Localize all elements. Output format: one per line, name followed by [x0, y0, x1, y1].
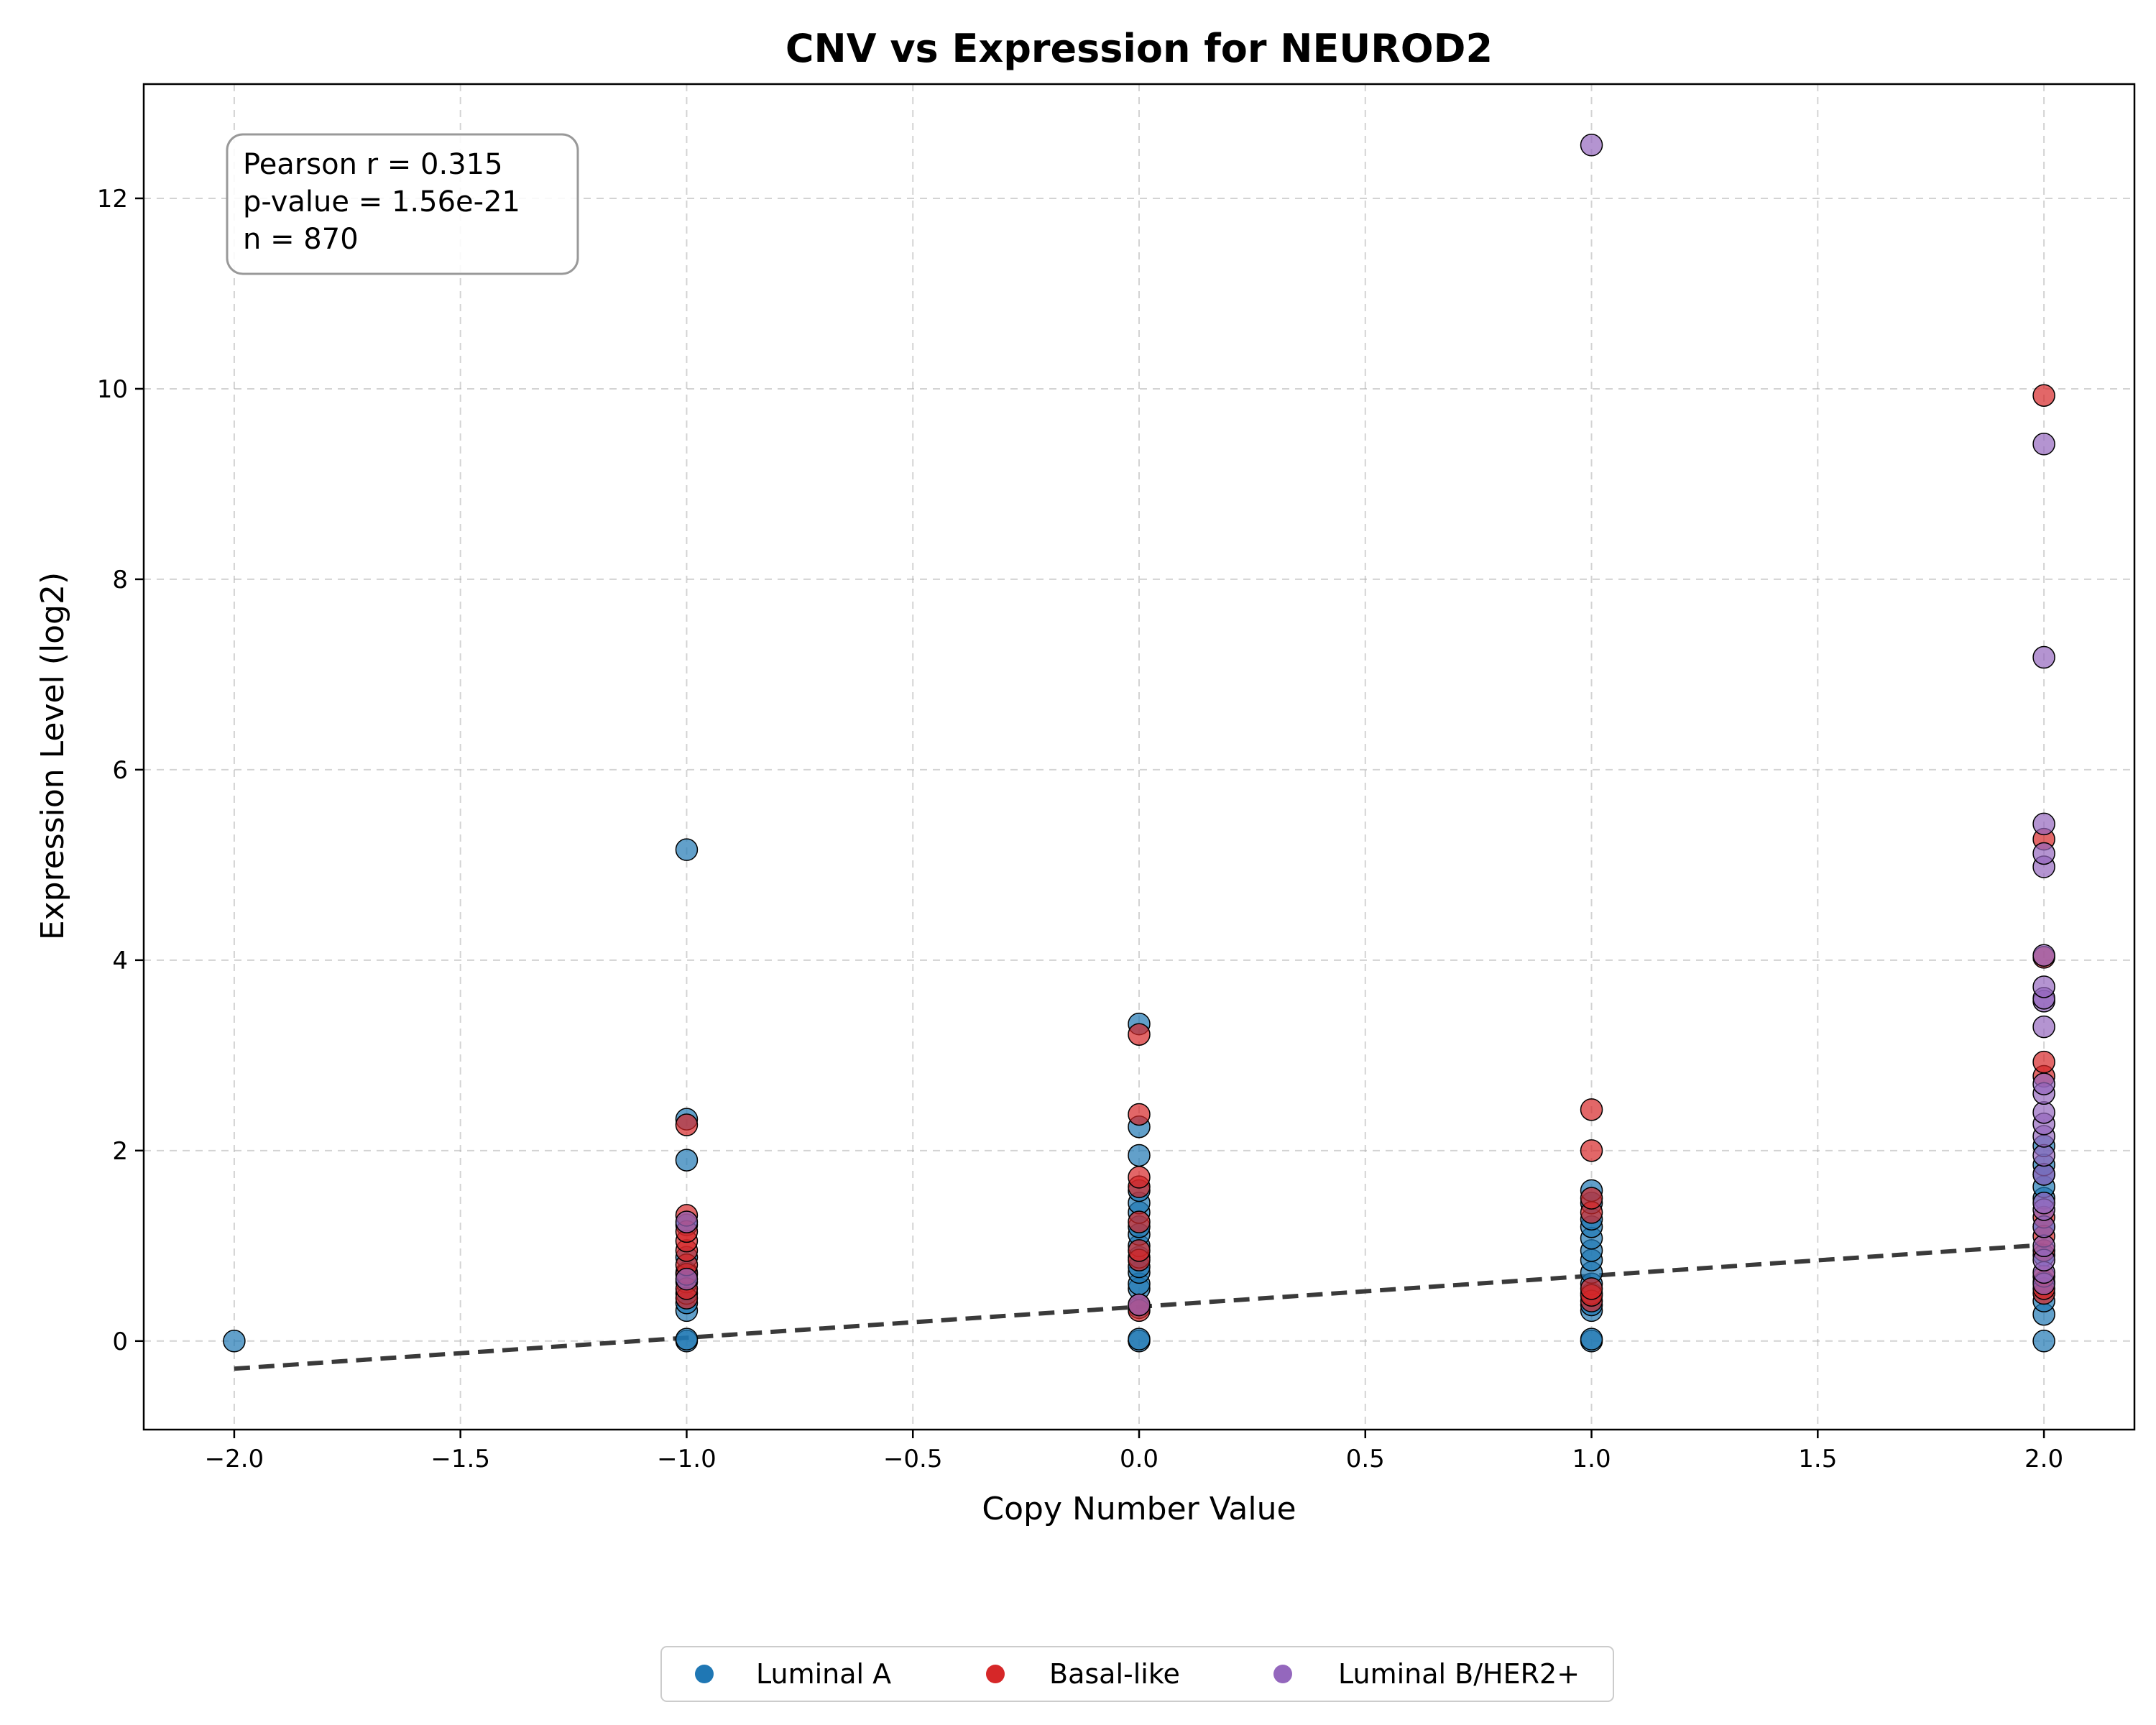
legend-label-basal-like: Basal-like	[1049, 1658, 1180, 1690]
point-luminal-b-her2-	[2032, 1101, 2055, 1124]
chart-title: CNV vs Expression for NEUROD2	[786, 26, 1493, 71]
x-tick-label: 0.5	[1346, 1445, 1385, 1473]
y-tick-label: 6	[112, 756, 128, 785]
y-tick-label: 2	[112, 1137, 128, 1166]
stats-box: Pearson r = 0.315 p-value = 1.56e-21 n =…	[226, 133, 579, 275]
point-luminal-a	[675, 1149, 699, 1172]
y-tick-label: 12	[97, 185, 128, 213]
legend-frame	[660, 1646, 1614, 1702]
point-luminal-a	[2032, 1330, 2055, 1353]
y-axis-ticks: 0 2 4 6 8 10 12	[97, 185, 144, 1356]
point-luminal-b-her2-	[2032, 433, 2055, 456]
x-tick-label: −0.5	[883, 1445, 943, 1473]
point-basal-like	[1580, 1277, 1603, 1300]
point-basal-like	[2032, 384, 2055, 407]
point-luminal-a	[1128, 1328, 1151, 1351]
point-luminal-b-her2-	[2032, 1015, 2055, 1039]
x-tick-label: 1.5	[1798, 1445, 1837, 1473]
x-tick-label: −2.0	[205, 1445, 264, 1473]
stats-box-frame	[226, 133, 579, 275]
point-luminal-b-her2-	[2032, 1163, 2055, 1186]
point-basal-like	[1128, 1103, 1151, 1126]
legend: Luminal A Basal-like Luminal B/HER2+	[660, 1646, 1614, 1702]
point-luminal-b-her2-	[2032, 842, 2055, 865]
y-tick-label: 4	[112, 947, 128, 975]
point-basal-like	[1580, 1098, 1603, 1121]
stats-pvalue: p-value = 1.56e-21	[243, 185, 520, 218]
point-luminal-b-her2-	[2032, 645, 2055, 669]
point-basal-like	[2032, 1050, 2055, 1074]
point-luminal-a	[223, 1330, 246, 1353]
point-basal-like	[1128, 1239, 1151, 1262]
x-axis-label: Copy Number Value	[982, 1491, 1296, 1527]
point-basal-like	[1580, 1139, 1603, 1162]
point-basal-like	[1128, 1023, 1151, 1046]
x-axis-ticks: −2.0 −1.5 −1.0 −0.5 0.0 0.5 1.0 1.5 2.0	[205, 1430, 2063, 1473]
point-luminal-b-her2-	[2032, 1072, 2055, 1095]
stats-pearson: Pearson r = 0.315	[243, 148, 503, 181]
stats-n: n = 870	[243, 223, 359, 256]
legend-marker-luminal-b-her2	[1273, 1665, 1292, 1683]
legend-marker-basal-like	[986, 1665, 1005, 1683]
x-tick-label: −1.5	[430, 1445, 490, 1473]
y-axis-label: Expression Level (log2)	[34, 572, 71, 940]
x-tick-label: 1.0	[1572, 1445, 1611, 1473]
point-luminal-b-her2-	[2032, 975, 2055, 998]
y-tick-label: 0	[112, 1328, 128, 1356]
point-basal-like	[1128, 1210, 1151, 1233]
point-luminal-b-her2-	[2032, 1234, 2055, 1258]
point-luminal-a	[675, 1328, 699, 1351]
y-tick-label: 10	[97, 375, 128, 404]
x-tick-label: 2.0	[2024, 1445, 2063, 1473]
point-luminal-b-her2-	[2032, 812, 2055, 836]
legend-label-luminal-b-her2: Luminal B/HER2+	[1338, 1658, 1580, 1690]
point-luminal-b-her2-	[2032, 1191, 2055, 1215]
x-tick-label: 0.0	[1120, 1445, 1158, 1473]
point-basal-like	[1580, 1187, 1603, 1210]
point-luminal-b-her2-	[2032, 1144, 2055, 1167]
point-luminal-a	[1128, 1144, 1151, 1167]
point-basal-like	[675, 1113, 699, 1136]
y-tick-label: 8	[112, 566, 128, 594]
point-luminal-b-her2-	[675, 1267, 699, 1291]
data-points	[223, 134, 2055, 1353]
point-luminal-b-her2-	[1580, 134, 1603, 157]
point-luminal-b-her2-	[675, 1210, 699, 1233]
x-tick-label: −1.0	[657, 1445, 717, 1473]
legend-marker-luminal-a	[695, 1665, 714, 1683]
point-luminal-a	[675, 838, 699, 861]
grid-lines	[144, 84, 2134, 1430]
point-luminal-b-her2-	[1128, 1293, 1151, 1317]
point-luminal-b-her2-	[2032, 944, 2055, 967]
point-basal-like	[1128, 1166, 1151, 1189]
legend-label-luminal-a: Luminal A	[756, 1658, 891, 1690]
point-luminal-a	[1580, 1328, 1603, 1351]
